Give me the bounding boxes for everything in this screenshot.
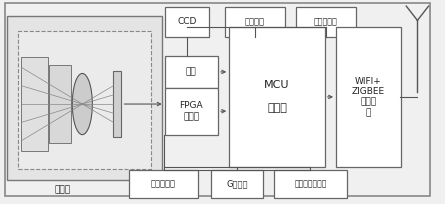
Text: 触摸按键: 触摸按键 [245, 17, 265, 27]
Bar [165, 7, 209, 37]
Bar [129, 170, 198, 198]
Bar [18, 31, 151, 169]
Text: FPGA
处理器: FPGA 处理器 [179, 101, 203, 121]
Bar [165, 56, 218, 88]
Bar [229, 27, 325, 167]
Bar [165, 88, 218, 135]
Bar [225, 7, 285, 37]
Ellipse shape [72, 73, 93, 135]
Bar [274, 170, 347, 198]
Text: 霍位传感器: 霍位传感器 [151, 180, 176, 189]
Text: 内部电源及电池: 内部电源及电池 [294, 180, 327, 189]
Bar [21, 57, 48, 151]
Text: CCD: CCD [177, 17, 197, 27]
Text: G传感器: G传感器 [226, 180, 248, 189]
Text: MCU

处理器: MCU 处理器 [264, 80, 290, 113]
Text: 摄像机: 摄像机 [54, 185, 70, 194]
Bar [211, 170, 263, 198]
Text: 闪存: 闪存 [186, 67, 197, 76]
Bar [336, 27, 400, 167]
Bar [296, 7, 356, 37]
Text: 液晶显示屏: 液晶显示屏 [314, 17, 338, 27]
Bar [7, 16, 162, 180]
Bar [113, 71, 121, 137]
Text: WIFI+
ZIGBEE
通讯模
块: WIFI+ ZIGBEE 通讯模 块 [352, 77, 385, 117]
Bar [49, 65, 71, 143]
